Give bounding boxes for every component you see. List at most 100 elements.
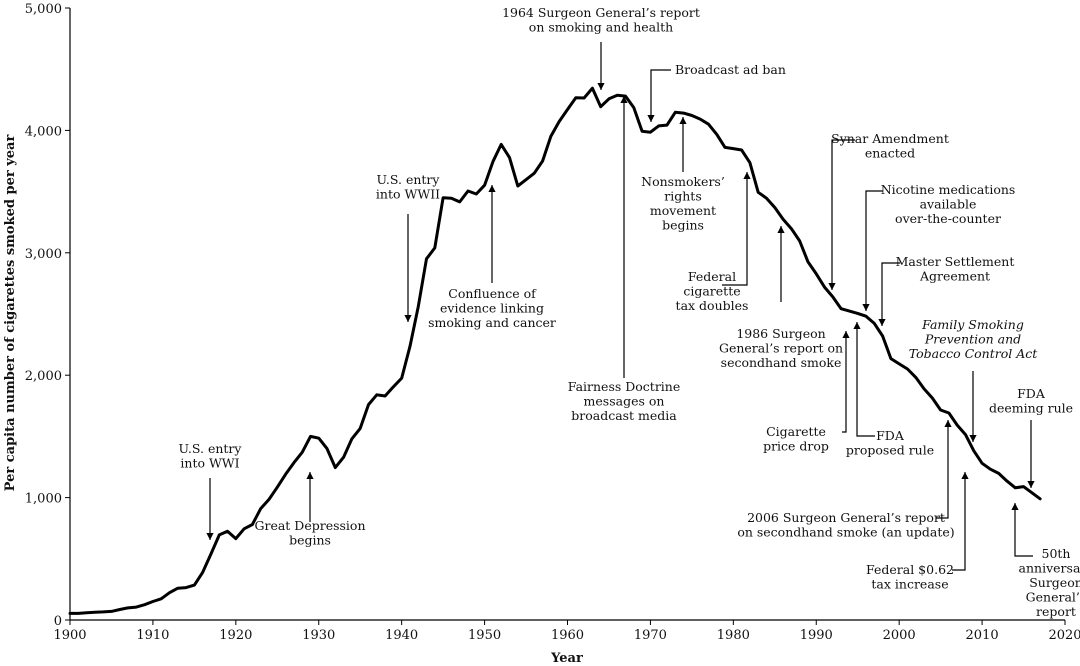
x-tick-label: 1960 — [551, 628, 584, 643]
annotation-line: Tobacco Control Act — [909, 346, 1039, 361]
annotation-line: Nonsmokers’ — [641, 174, 725, 189]
x-tick-label: 1930 — [302, 628, 335, 643]
annotation-line: on secondhand smoke (an update) — [737, 525, 954, 540]
annotation-line: Federal $0.62 — [866, 562, 954, 577]
arrow-head — [647, 115, 655, 122]
annotation-label: Nicotine medications available over-the-co… — [881, 182, 1016, 226]
annotation-line: Synar Amendment — [831, 131, 949, 146]
annotation-line: 1986 Surgeon — [736, 326, 825, 341]
y-axis-title: Per capita number of cigarettes smoked p… — [3, 135, 18, 492]
x-tick-label: 1970 — [634, 628, 667, 643]
annotation-line: Agreement — [919, 269, 990, 284]
arrow-head — [743, 172, 751, 179]
arrow-head — [206, 533, 214, 540]
x-tick-label: 2010 — [966, 628, 999, 643]
annotation-line: price drop — [763, 439, 829, 454]
annotation-line: begins — [662, 218, 704, 233]
annotation-line: deeming rule — [989, 401, 1073, 416]
annotation-label: Federal cigarette tax doubles — [676, 269, 749, 313]
annotation-label: Cigarette price drop — [763, 424, 829, 454]
annotation-label: Federal $0.62 tax increase — [866, 562, 954, 592]
annotation-label: Nonsmokers’ rights movement begins — [641, 174, 725, 233]
arrow-head — [679, 117, 687, 124]
axes — [65, 7, 1066, 625]
annotation-line: proposed rule — [846, 443, 934, 458]
series-line — [68, 86, 1042, 615]
y-tick-label: 1,000 — [25, 492, 62, 507]
x-tick-label: 1900 — [53, 628, 86, 643]
tick-labels: 1900 1910 1920 1930 1940 1950 1960 1970 1980 1990… — [25, 2, 1080, 643]
annotation-line: General’s report on — [719, 341, 843, 356]
annotation-label: 1964 Surgeon General’s report on smoking … — [502, 5, 700, 35]
annotation-line: begins — [289, 533, 331, 548]
annotation-line: Family Smoking — [921, 317, 1024, 332]
annotation-label: FDA proposed rule — [846, 428, 934, 458]
annotation-label: Broadcast ad ban — [675, 62, 786, 77]
annotation-line: 1964 Surgeon General’s report — [502, 5, 700, 20]
annotation-line: General’s — [1026, 590, 1080, 605]
arrow-head — [828, 283, 836, 290]
annotation-line: on smoking and health — [529, 20, 673, 35]
annotation-line: secondhand smoke — [721, 355, 842, 370]
arrow-head — [853, 322, 861, 329]
arrow-head — [404, 315, 412, 322]
annotation-arrow — [831, 139, 855, 290]
annotation-line: evidence linking — [440, 301, 544, 316]
x-axis-title: Year — [550, 651, 583, 666]
annotation-line: anniversary — [1019, 561, 1080, 576]
annotation-line: Nicotine medications — [881, 182, 1016, 197]
arrow-head — [620, 96, 628, 103]
annotation-line: available — [920, 197, 977, 212]
annotation-arrow — [650, 69, 671, 122]
x-tick-label: 1910 — [136, 628, 169, 643]
x-tick-label: 1940 — [385, 628, 418, 643]
annotation-line: FDA — [1017, 386, 1046, 401]
annotation-line: tax increase — [871, 577, 948, 592]
annotation-arrow — [856, 322, 875, 437]
arrow-head — [777, 226, 785, 233]
arrow-head — [1027, 481, 1035, 488]
y-tick-label: 5,000 — [25, 2, 62, 17]
annotation-line: 2006 Surgeon General’s report — [747, 510, 945, 525]
annotation-label: U.S. entry into WWI — [179, 441, 243, 471]
annotation-line: cigarette — [683, 284, 740, 299]
annotation-line: U.S. entry — [377, 172, 441, 187]
arrow-head — [969, 435, 977, 442]
annotation-line: broadcast media — [571, 408, 677, 423]
arrow-head — [862, 304, 870, 311]
x-tick-label: 1990 — [800, 628, 833, 643]
annotation-arrow — [936, 420, 949, 519]
annotation-line: Master Settlement — [896, 254, 1015, 269]
annotation-line: into WWII — [376, 187, 440, 202]
annotation-line: smoking and cancer — [428, 315, 556, 330]
annotation-line: tax doubles — [676, 298, 749, 313]
annotation-label: Synar Amendment enacted — [831, 131, 949, 161]
arrow-head — [306, 472, 314, 479]
annotation-line: FDA — [876, 428, 905, 443]
annotation-line: Broadcast ad ban — [675, 62, 786, 77]
x-tick-label: 1980 — [717, 628, 750, 643]
arrow-head — [944, 420, 952, 427]
annotation-arrow — [881, 262, 900, 326]
annotation-line: rights — [664, 189, 701, 204]
arrow-head — [961, 472, 969, 479]
annotation-label: Confluence of evidence linking smoking and… — [428, 286, 556, 330]
x-tick-label: 2020 — [1048, 628, 1080, 643]
annotation-arrow — [1014, 503, 1033, 557]
annotation-line: into WWI — [180, 456, 239, 471]
annotation-label: U.S. entry into WWII — [376, 172, 440, 202]
arrow-head — [878, 319, 886, 326]
annotation-arrow — [842, 331, 847, 433]
x-tick-label: 1950 — [468, 628, 501, 643]
arrow-head — [488, 185, 496, 192]
y-tick-label: 0 — [54, 614, 62, 629]
annotation-arrow — [722, 172, 748, 286]
arrow-head — [597, 83, 605, 90]
y-tick-label: 3,000 — [25, 247, 62, 262]
annotation-line: Cigarette — [766, 424, 826, 439]
annotation-line: Great Depression — [254, 518, 365, 533]
annotation-line: movement — [650, 203, 716, 218]
